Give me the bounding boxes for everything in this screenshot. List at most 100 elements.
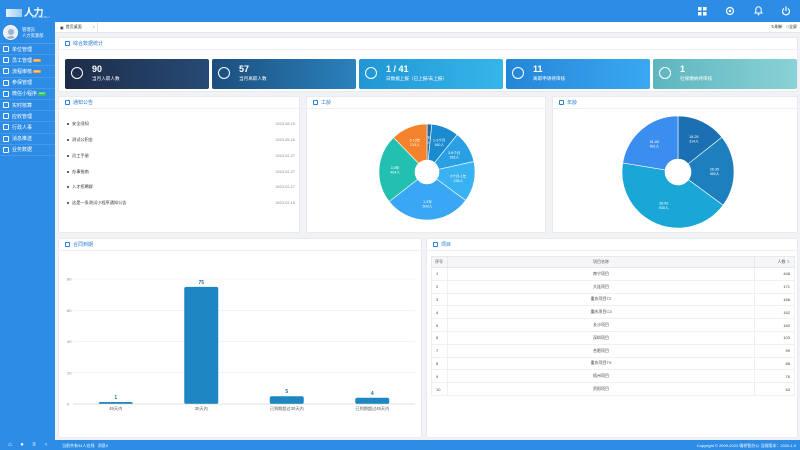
fullscreen-button[interactable]: □全屏: [787, 24, 797, 30]
column-header-name[interactable]: 项目名称: [447, 256, 755, 268]
bar[interactable]: [98, 402, 133, 404]
pie-label: 1-3年: [423, 199, 432, 204]
column-header-index[interactable]: 序号: [431, 256, 448, 268]
bar-value-label: 5: [285, 389, 288, 395]
row-project-name: 重庆项目C3: [447, 305, 755, 320]
contract-panel: 合同到期 0 20 40 60 80 1 45天内 75 30天内 5 已到期超过30天内 4 已到期超…: [58, 238, 422, 438]
notice-item[interactable]: 入才招聘群 2023-02-17: [67, 182, 299, 192]
table-row[interactable]: 3 重庆项目T2 166: [431, 292, 795, 307]
sidebar-item-label: 员工管理: [12, 57, 33, 64]
pie-slice[interactable]: [393, 123, 428, 164]
sidebar-item-insurance[interactable]: 参保管理: [0, 78, 55, 89]
table-row[interactable]: 10 资阳项目 63: [431, 382, 795, 396]
contract-bar-chart: 0 20 40 60 80 1 45天内 75 30天内 5 已到期超过30天内 4 已到期超过45天内: [67, 277, 415, 412]
bar-value-label: 1: [114, 395, 117, 401]
sidebar-item-administration[interactable]: 行政人事: [0, 122, 55, 134]
tab-bar: ▣ 首页桌面 × ↻刷新 □全屏: [55, 22, 800, 33]
close-icon[interactable]: ×: [92, 24, 95, 29]
tab-home[interactable]: ▣ 首页桌面 ×: [58, 22, 98, 32]
table-row[interactable]: 7 合肥项目 99: [431, 343, 795, 358]
projects-panel: 项目 序号 项目名称 人数 ⇅ 1 南宁项目 448 2 大连项目 171 3 重庆项目T…: [426, 238, 798, 438]
avatar: [3, 25, 18, 40]
home-icon[interactable]: ⌂: [8, 442, 12, 448]
stat-label: 离职申请待审核: [533, 76, 566, 81]
stat-card-daily-report[interactable]: 1 / 41 日数据上报（已上报/未上报）: [359, 59, 503, 89]
table-row[interactable]: 2 大连项目 171: [431, 279, 795, 294]
notice-item[interactable]: 这是一条测试小程序通知公告 2023-02-15: [67, 198, 299, 208]
stat-card-resignations[interactable]: 57 当月离职人数: [212, 59, 356, 89]
notice-title: 这是一条测试小程序通知公告: [72, 200, 127, 205]
column-header-count[interactable]: 人数 ⇅: [754, 256, 795, 268]
table-row[interactable]: 5 长沙项目 160: [431, 318, 795, 332]
collapse-icon[interactable]: ‹: [45, 442, 47, 448]
bar[interactable]: [355, 397, 390, 404]
pie-slice[interactable]: [621, 162, 724, 229]
notice-item[interactable]: 安全须知 2023-08-15: [67, 119, 299, 129]
panel-header: 通知公告: [59, 97, 299, 109]
table-row[interactable]: 1 南宁项目 448: [431, 267, 795, 281]
settings-icon[interactable]: [716, 0, 744, 22]
sidebar-item-realtime-accounting[interactable]: 实时核算: [0, 100, 55, 112]
sidebar-item-label: 行政人事: [12, 124, 33, 131]
sidebar-item-label: 微信小程序: [12, 91, 38, 98]
bar[interactable]: [269, 396, 304, 404]
row-project-name: 资阳项目: [447, 382, 755, 396]
table-row[interactable]: 8 重庆项目T5 88: [431, 356, 795, 371]
bullet-icon: [67, 139, 69, 141]
message-count[interactable]: 消息0: [97, 442, 109, 448]
notice-item[interactable]: 员工手册 2023-02-27: [67, 151, 299, 161]
bar[interactable]: [184, 286, 219, 404]
new-badge: new: [33, 68, 41, 74]
row-index: 1: [431, 267, 448, 281]
pie-slice[interactable]: [388, 178, 467, 221]
bullet-icon: [67, 155, 69, 157]
pie-value-label: 404人: [390, 169, 400, 174]
stat-card-resignation-review[interactable]: 11 离职申请待审核: [506, 59, 650, 89]
pie-slice[interactable]: [622, 115, 679, 171]
logo-text: 人力: [24, 8, 44, 19]
logout-icon[interactable]: [772, 0, 800, 22]
tab-label: 首页桌面: [65, 24, 82, 29]
insurance-icon: [659, 67, 671, 79]
sidebar-item-business-data[interactable]: 业务数据: [0, 145, 55, 156]
bar-value-label: 75: [198, 280, 204, 286]
sidebar-item-employee-management[interactable]: 员工管理 new: [0, 55, 55, 67]
app-logo[interactable]: 人力 HR RENLI: [6, 4, 56, 19]
row-count: 162: [754, 305, 795, 320]
row-index: 6: [431, 330, 448, 345]
notification-bell-icon[interactable]: [744, 0, 772, 22]
sidebar-item-process-review[interactable]: 流程审核 new: [0, 66, 55, 78]
notice-item[interactable]: 办事指南 2023-02-27: [67, 167, 299, 177]
stat-card-social-security-review[interactable]: 1 社保缴纳待审核: [653, 59, 797, 89]
notice-item[interactable]: 测试公积金 2023-05-16: [67, 135, 299, 145]
apps-grid-icon[interactable]: [688, 0, 716, 22]
notice-date: 2023-02-17: [275, 185, 295, 189]
sidebar-item-message-push[interactable]: 消息推送: [0, 134, 55, 145]
menu-icon[interactable]: ≡: [32, 442, 36, 448]
sidebar-item-receivables[interactable]: 应收管理: [0, 111, 55, 123]
pie-slice[interactable]: [687, 136, 735, 206]
notice-date: 2023-08-15: [275, 122, 295, 126]
stat-label: 社保缴纳待审核: [680, 76, 713, 81]
stat-value: 1 / 41: [386, 64, 409, 74]
pie-value-label: 213人: [410, 142, 420, 147]
new-badge: new: [33, 57, 41, 63]
pie-slice[interactable]: [677, 115, 723, 165]
refresh-button[interactable]: ↻刷新: [771, 24, 782, 30]
stat-card-new-hires[interactable]: 90 当月入职人数: [65, 59, 209, 89]
row-count: 160: [754, 318, 795, 332]
sidebar-item-unit-management[interactable]: 单位管理: [0, 44, 55, 56]
sidebar-item-label: 单位管理: [12, 46, 33, 53]
pie-value-label: 930人: [659, 205, 669, 210]
table-row[interactable]: 6 深圳项目 103: [431, 330, 795, 345]
user-profile[interactable]: 管理员 人力资源部: [0, 22, 55, 44]
table-row[interactable]: 4 重庆项目C3 162: [431, 305, 795, 320]
user-icon[interactable]: ●: [20, 442, 24, 448]
document-icon: [512, 67, 524, 79]
notice-title: 安全须知: [72, 121, 89, 126]
sort-icon[interactable]: ⇅: [786, 259, 790, 264]
sidebar-item-wechat-miniprogram[interactable]: 微信小程序 new: [0, 89, 55, 100]
row-count: 448: [754, 267, 795, 281]
online-count: 当前共有34人在线: [62, 442, 95, 448]
table-row[interactable]: 9 梧州项目 76: [431, 369, 795, 384]
